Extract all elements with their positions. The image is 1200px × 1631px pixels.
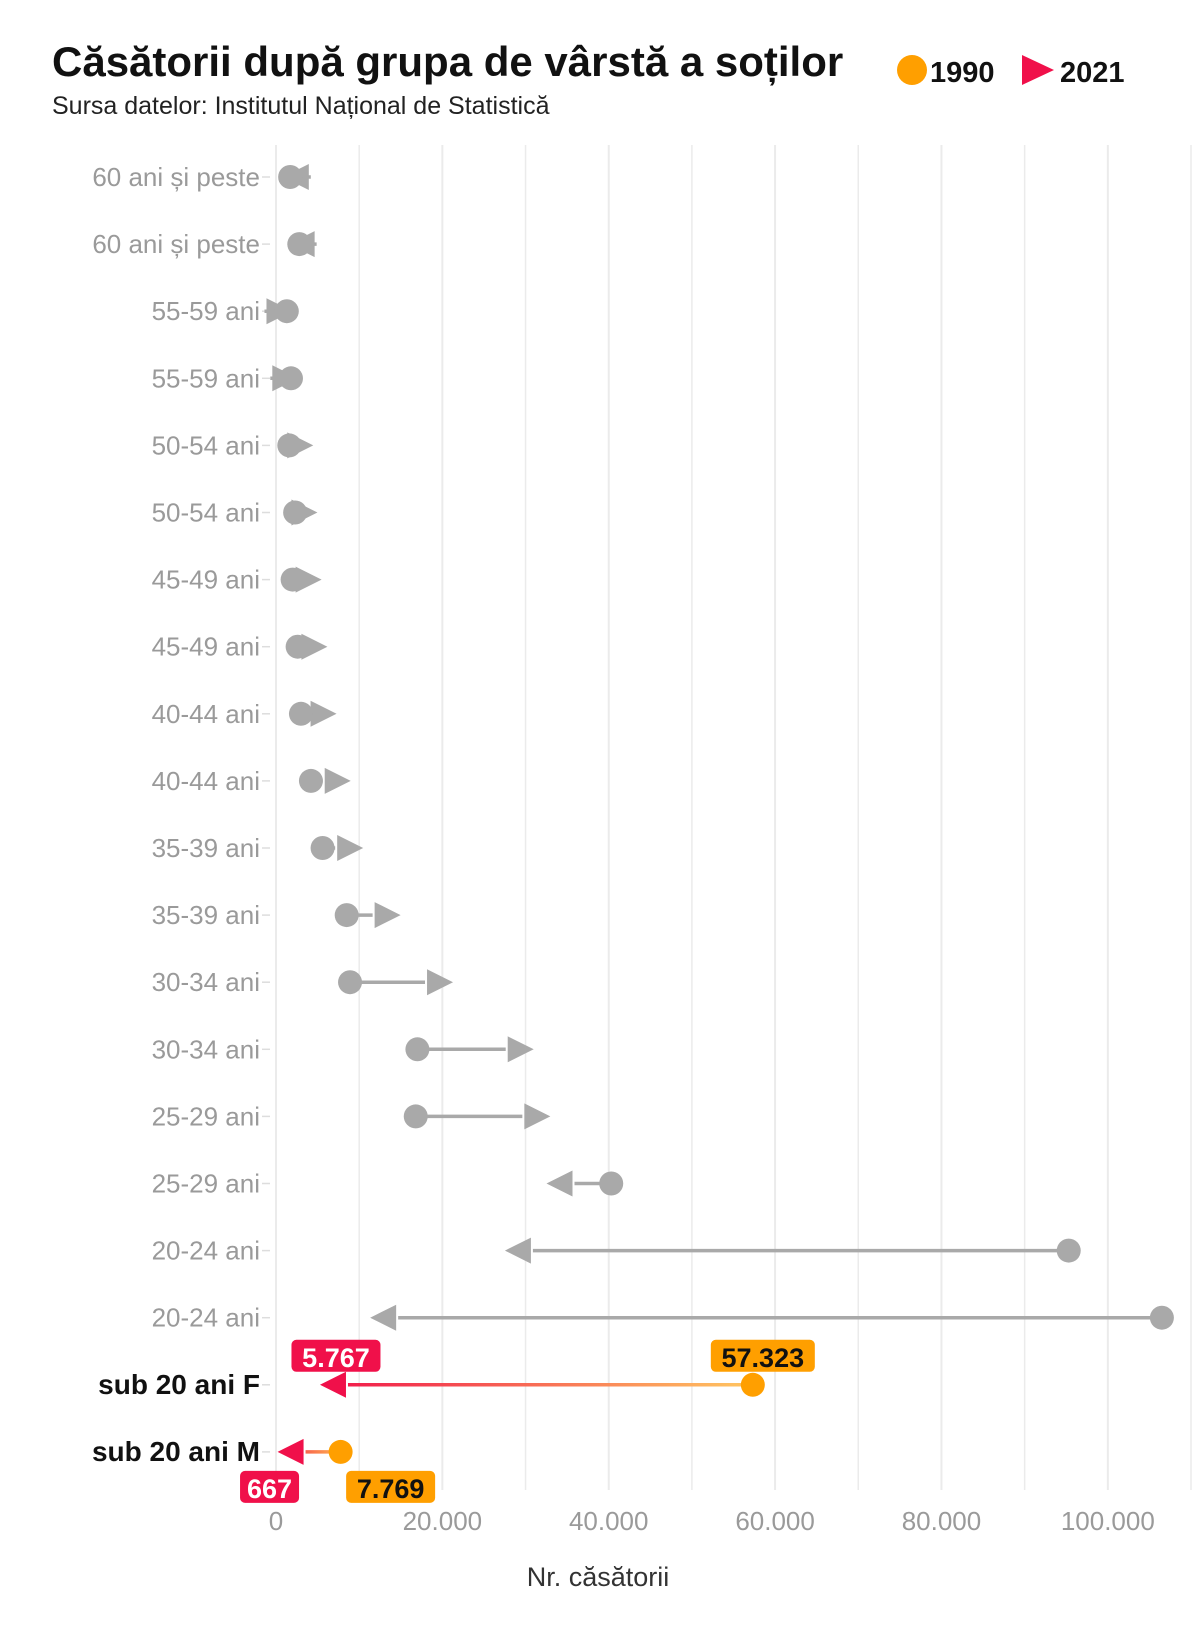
marker-1990 [328,1439,353,1464]
category-row: 60 ani și peste [92,229,317,259]
category-label: 40-44 ani [152,699,260,729]
marker-1990 [405,1037,430,1062]
legend: 1990 2021 [897,55,1125,89]
x-tick-label: 60.000 [735,1506,815,1536]
legend-marker-1990 [897,55,927,85]
category-row: 60 ani și peste [92,162,311,192]
x-axis: 0 20.000 40.000 60.000 80.000 100.000 [269,1506,1155,1536]
category-label: 50-54 ani [152,498,260,528]
data-label-bg-1990 [710,1339,815,1372]
category-label: 45-49 ani [152,632,260,662]
marker-1990 [278,366,303,391]
data-label-bg-2021 [291,1339,381,1372]
data-label-2021: 667 [247,1474,292,1504]
marker-1990 [403,1104,428,1129]
category-label: 30-34 ani [152,967,260,997]
category-row: 50-54 ani [152,430,314,460]
category-row: 20-24 ani [152,1303,1174,1333]
marker-2021 [427,969,454,996]
marker-1990 [1149,1305,1174,1330]
marker-2021 [277,1438,304,1465]
gridlines [275,145,1192,1490]
marker-2021 [310,700,337,727]
marker-1990 [298,768,323,793]
category-row: 55-59 ani [152,296,299,326]
category-label: 20-24 ani [152,1303,260,1333]
category-label: 25-29 ani [152,1101,260,1131]
marker-1990 [287,232,312,257]
data-label-bg-1990 [346,1470,436,1503]
marker-1990 [740,1372,765,1397]
chart-subtitle: Sursa datelor: Institutul Național de St… [52,92,550,120]
marker-2021 [504,1237,531,1264]
marker-1990 [288,701,313,726]
marker-2021 [370,1304,397,1331]
marker-1990 [285,634,310,659]
category-label: 55-59 ani [152,363,260,393]
legend-marker-2021 [1022,55,1054,85]
marker-1990 [310,836,335,860]
category-label: 35-39 ani [152,900,260,930]
category-label: 40-44 ani [152,766,260,796]
category-label: 60 ani și peste [92,162,260,192]
x-tick-label: 100.000 [1061,1506,1155,1536]
category-row: 25-29 ani [152,1169,624,1199]
category-label: 35-39 ani [152,833,260,863]
marker-1990 [338,970,363,995]
category-label: 30-34 ani [152,1034,260,1064]
marker-2021 [507,1036,534,1063]
data-label-1990: 57.323 [722,1343,805,1373]
category-label: 20-24 ani [152,1236,260,1266]
category-label: sub 20 ani F [98,1369,260,1400]
marker-2021 [546,1170,573,1197]
x-tick-label: 0 [269,1506,283,1536]
category-row: 20-24 ani [152,1236,1081,1266]
category-row: 55-59 ani [152,363,303,393]
marker-2021 [374,902,401,929]
x-tick-label: 20.000 [403,1506,483,1536]
marker-1990 [283,500,308,525]
category-label: 55-59 ani [152,296,260,326]
category-row: sub 20 ani M 7.769 667 [92,1436,436,1504]
category-label: 60 ani și peste [92,229,260,259]
plot-area: 60 ani și peste 60 ani și peste 55-59 ani 5… [92,162,1174,1504]
category-row: 40-44 ani [152,766,351,796]
category-row: 25-29 ani [152,1101,551,1131]
category-row: 45-49 ani [152,632,328,662]
category-row: sub 20 ani F 57.323 5.767 [98,1339,815,1400]
marker-2021 [337,835,364,861]
data-label-2021: 5.767 [302,1343,370,1373]
category-row: 35-39 ani [152,900,401,930]
legend-label-2021: 2021 [1060,57,1125,89]
data-label-1990: 7.769 [357,1474,425,1504]
marker-1990 [274,299,299,324]
marker-2021 [319,1371,346,1398]
marker-2021 [301,633,328,660]
category-row: 45-49 ani [152,565,322,595]
category-label: 50-54 ani [152,430,260,460]
marker-2021 [524,1103,551,1130]
marker-1990 [1056,1238,1081,1263]
x-tick-label: 80.000 [902,1506,982,1536]
category-label: 25-29 ani [152,1169,260,1199]
category-row: 30-34 ani [152,1034,534,1064]
chart-title: Căsătorii după grupa de vârstă a soților [52,38,843,86]
x-tick-label: 40.000 [569,1506,649,1536]
category-row: 40-44 ani [152,699,337,729]
category-row: 35-39 ani [152,833,364,863]
marker-1990 [278,165,303,189]
data-label-bg-2021 [240,1470,300,1503]
category-label: sub 20 ani M [92,1436,260,1467]
marker-1990 [280,567,305,592]
marker-1990 [334,903,359,928]
category-row: 50-54 ani [152,498,318,528]
category-label: 45-49 ani [152,565,260,595]
category-row: 30-34 ani [152,967,454,997]
legend-label-1990: 1990 [930,57,995,89]
x-axis-title: Nr. căsătorii [527,1562,670,1592]
marker-1990 [277,433,302,458]
marker-1990 [599,1171,624,1196]
marker-2021 [324,767,351,794]
